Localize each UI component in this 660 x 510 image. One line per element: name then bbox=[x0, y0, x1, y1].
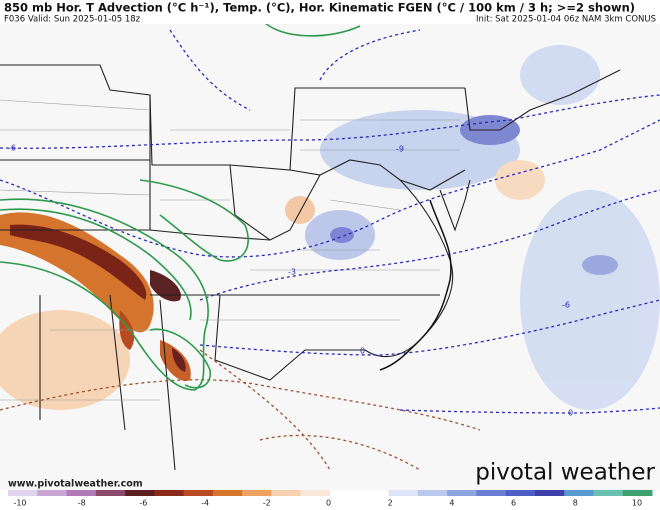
colorbar-swatch bbox=[476, 490, 507, 496]
colorbar-tick-label: 6 bbox=[511, 499, 516, 508]
init-time: Init: Sat 2025-01-04 06z NAM 3km CONUS bbox=[476, 15, 656, 25]
header-band bbox=[0, 0, 660, 24]
contour-label: 0 bbox=[360, 347, 365, 356]
colorbar-swatch bbox=[95, 490, 126, 496]
contour-label: -9 bbox=[396, 145, 404, 154]
logo: pivotal weather bbox=[475, 460, 655, 486]
colorbar: -10 -8 -6 -4 -2 0 2 4 6 8 10 bbox=[0, 490, 660, 510]
watermark-url: www.pivotalweather.com bbox=[8, 479, 143, 490]
colorbar-swatch bbox=[417, 490, 448, 496]
colorbar-tick-label: 4 bbox=[449, 499, 454, 508]
colorbar-swatch bbox=[534, 490, 565, 496]
state-boundaries bbox=[0, 64, 621, 471]
colorbar-tick-label: 8 bbox=[573, 499, 578, 508]
coastline bbox=[379, 199, 452, 371]
colorbar-swatch bbox=[271, 490, 302, 496]
colorbar-swatch bbox=[242, 490, 272, 496]
colorbar-swatch bbox=[593, 490, 624, 496]
valid-time: F036 Valid: Sun 2025-01-05 18z bbox=[4, 15, 141, 25]
colorbar-swatch bbox=[388, 490, 419, 496]
colorbar-swatch bbox=[447, 490, 477, 496]
contour-label: -3 bbox=[288, 268, 296, 277]
colorbar-swatch bbox=[359, 490, 390, 496]
fgen-contours bbox=[0, 19, 361, 391]
contour-label: -6 bbox=[562, 301, 570, 310]
colorbar-tick-label: -10 bbox=[13, 499, 26, 508]
colorbar-swatch bbox=[37, 490, 68, 496]
colorbar-swatch bbox=[300, 490, 331, 496]
colorbar-tick-label: 10 bbox=[632, 499, 642, 508]
contour-label: 0 bbox=[568, 409, 573, 418]
colorbar-tick-label: -2 bbox=[263, 499, 271, 508]
contour-label: -6 bbox=[8, 144, 16, 153]
colorbar-swatch bbox=[125, 490, 155, 496]
map: -6 -9 -3 -6 0 0 bbox=[0, 19, 660, 490]
colorbar-swatch bbox=[154, 490, 185, 496]
map-title: 850 mb Hor. T Advection (°C h⁻¹), Temp. … bbox=[4, 1, 635, 15]
colorbar-tick-label: -6 bbox=[139, 499, 147, 508]
colorbar-swatch bbox=[212, 490, 243, 496]
colorbar-swatch bbox=[330, 490, 360, 496]
colorbar-swatch bbox=[622, 490, 653, 496]
colorbar-swatch bbox=[66, 490, 97, 496]
colorbar-swatch bbox=[183, 490, 214, 496]
colorbar-tick-label: -8 bbox=[78, 499, 86, 508]
colorbar-swatch bbox=[8, 490, 38, 496]
colorbar-swatch bbox=[564, 490, 594, 496]
colorbar-swatch bbox=[505, 490, 536, 496]
colorbar-tick-label: 0 bbox=[326, 499, 331, 508]
colorbar-tick-label: -4 bbox=[201, 499, 209, 508]
colorbar-tick-label: 2 bbox=[388, 499, 393, 508]
temperature-contours: -6 -9 -3 -6 0 0 bbox=[0, 29, 660, 471]
